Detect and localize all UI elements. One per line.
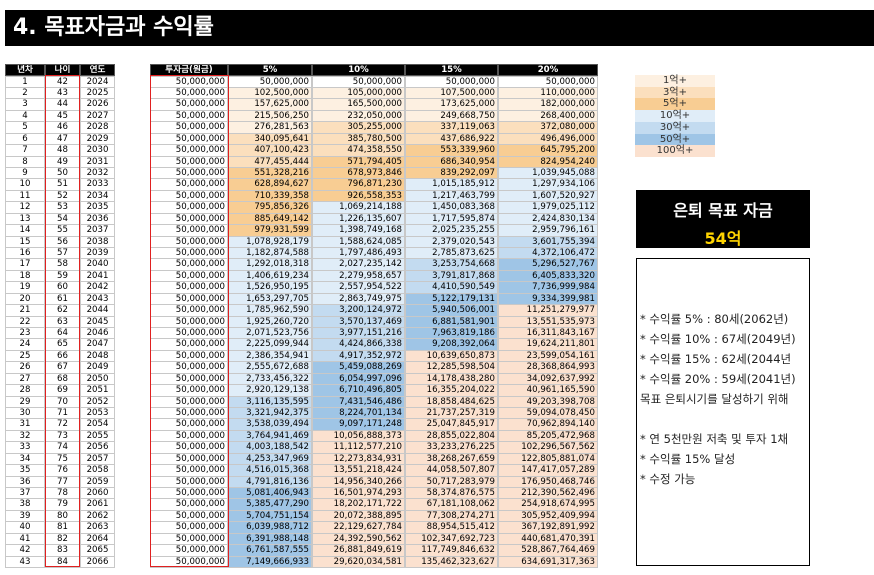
- amount-cell: 7,149,666,933: [228, 555, 312, 568]
- column-header: 나이: [45, 64, 80, 76]
- note-line: * 수익률 5% : 80세(2062년): [640, 312, 789, 326]
- notes-box: * 수익률 5% : 80세(2062년) * 수익률 10% : 67세(204…: [636, 258, 810, 566]
- legend-item: 30억+: [635, 121, 715, 134]
- note-line: * 연 5천만원 저축 및 투자 1채: [640, 432, 789, 446]
- legend-item: 50억+: [635, 133, 715, 146]
- amount-cell: 29,620,034,581: [312, 555, 405, 568]
- target-value: 54억: [704, 229, 742, 248]
- legend-item: 5억+: [635, 98, 715, 111]
- note-line: * 수익률 15% : 62세(2044년: [640, 352, 792, 366]
- amount-cell: 2,379,020,543: [405, 235, 498, 248]
- column-header: 투자금(원금): [150, 64, 228, 76]
- amount-cell: 268,400,000: [498, 109, 598, 123]
- legend-item: 100억+: [635, 145, 715, 157]
- title-bar: 4. 목표자금과 수익률: [5, 10, 874, 46]
- target-box: 은퇴 목표 자금 54억: [636, 190, 810, 248]
- column-header: 5%: [228, 64, 312, 76]
- note-line: * 수익률 20% : 59세(2041년): [640, 372, 796, 386]
- column-header: 10%: [312, 64, 405, 76]
- column-header: 15%: [405, 64, 498, 76]
- index-cell: 43: [5, 555, 45, 568]
- title: 4. 목표자금과 수익률: [13, 15, 214, 40]
- note-line: * 수정 가능: [640, 472, 696, 486]
- index-cell: 2066: [80, 555, 115, 568]
- note-line: 목표 은퇴시기를 달성하기 위해: [640, 392, 789, 406]
- column-header: 년차: [5, 64, 45, 76]
- column-header: 20%: [498, 64, 598, 76]
- target-title: 은퇴 목표 자금: [673, 201, 773, 220]
- column-header: 연도: [80, 64, 115, 76]
- highlight-invest: [150, 75, 229, 567]
- amount-cell: 634,691,317,363: [498, 555, 598, 568]
- highlight-age: [45, 75, 80, 567]
- amount-cell: 135,462,323,627: [405, 555, 498, 568]
- legend-item: 10억+: [635, 110, 715, 122]
- note-line: * 수익률 15% 달성: [640, 452, 736, 466]
- legend: 1억+ 3억+ 5억+ 10억+ 30억+ 50억+ 100억+: [635, 75, 715, 157]
- note-line: * 수익률 10% : 67세(2049년): [640, 332, 796, 346]
- legend-item: 3억+: [635, 86, 715, 99]
- legend-item: 1억+: [635, 75, 715, 87]
